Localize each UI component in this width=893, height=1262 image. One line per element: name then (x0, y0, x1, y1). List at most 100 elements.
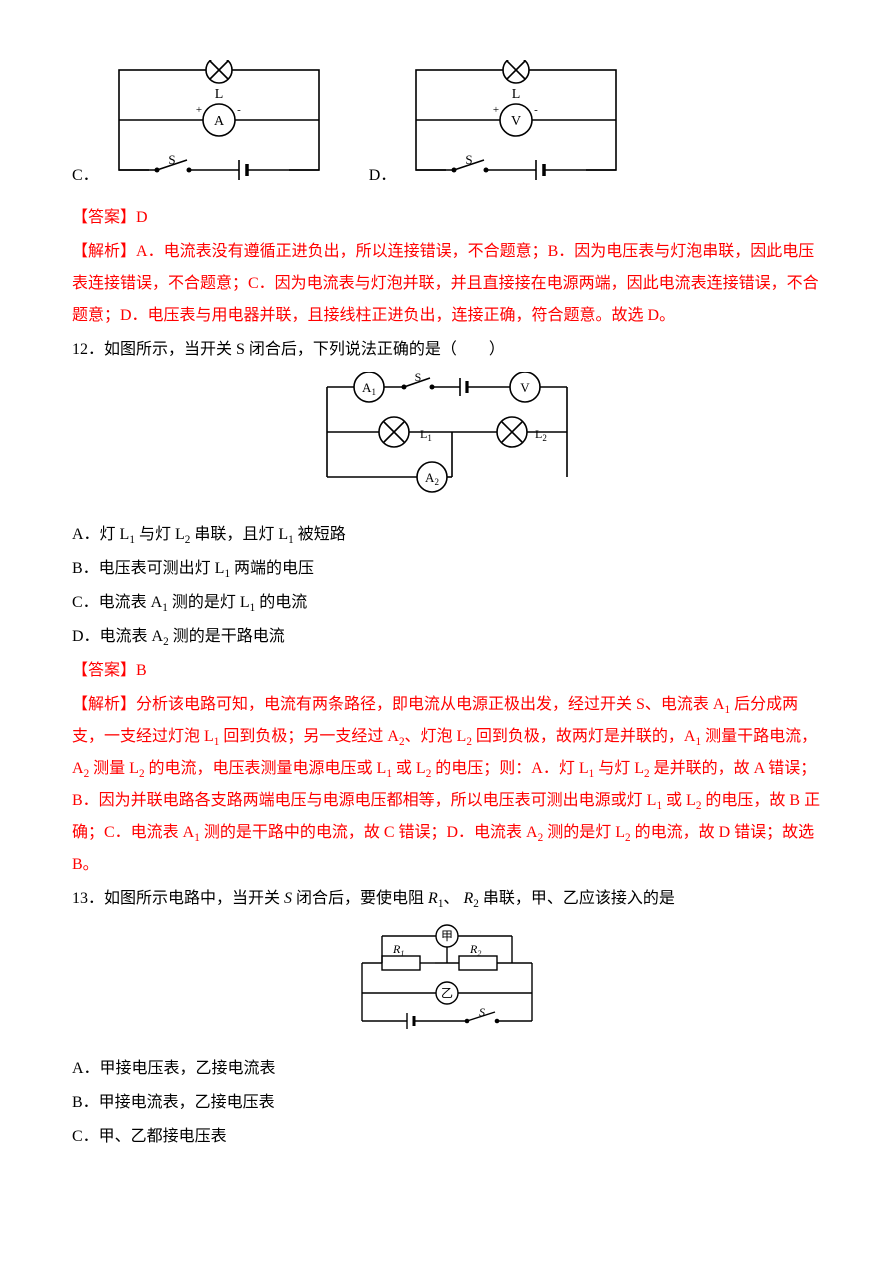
s: 1 (386, 768, 392, 780)
t: R (463, 890, 473, 907)
q11-option-d: D． (369, 60, 627, 192)
s: 2 (644, 768, 650, 780)
q12-answer-line: 【答案】B (72, 655, 821, 687)
s: 1 (695, 736, 701, 748)
s: 2 (538, 832, 544, 844)
q11-option-c: C． (72, 60, 329, 192)
t: A．灯 L (72, 526, 129, 543)
s: 1 (724, 704, 730, 716)
t: 两端的电压 (230, 560, 314, 577)
q11-answer-label: 【答案】 (72, 209, 136, 226)
t: 回到负极；另一支经过 A (223, 728, 399, 745)
q13-circuit-svg: 甲 R1 R2 乙 S (347, 921, 547, 1031)
circuit-d-svg: L + - V S (406, 60, 626, 180)
s: 1 (214, 736, 220, 748)
q13-opt-b: B．甲接电流表，乙接电压表 (72, 1087, 821, 1119)
svg-text:L: L (214, 87, 223, 102)
q13-number: 13． (72, 890, 104, 907)
q11-explain-text: A．电流表没有遵循正进负出，所以连接错误，不合题意；B．因为电压表与灯泡串联，因… (72, 243, 819, 324)
t: D．电流表 A (72, 628, 163, 645)
svg-text:S: S (466, 152, 473, 167)
s: 1 (656, 800, 662, 812)
svg-text:-: - (534, 104, 538, 116)
svg-text:V: V (520, 380, 530, 395)
svg-text:L: L (512, 87, 521, 102)
s: 2 (625, 832, 631, 844)
svg-text:S: S (479, 1005, 485, 1019)
q11-d-label: D． (369, 160, 397, 192)
t: 测的是灯 L (168, 594, 250, 611)
q12-figure: A1 S V L1 L2 A2 (72, 372, 821, 509)
t: R (428, 890, 438, 907)
q11-explain-label: 【解析】 (72, 243, 136, 260)
q11-explanation: 【解析】A．电流表没有遵循正进负出，所以连接错误，不合题意；B．因为电压表与灯泡… (72, 236, 821, 332)
s: 2 (426, 768, 432, 780)
q12-opt-a: A．灯 L1 与灯 L2 串联，且灯 L1 被短路 (72, 519, 821, 551)
s: 2 (139, 768, 145, 780)
q11-options-row: C． (72, 60, 821, 192)
s: 2 (84, 768, 90, 780)
t: 测的是干路中的电流，故 C 错误；D．电流表 A (204, 824, 538, 841)
svg-text:A: A (214, 114, 225, 129)
t: 测的是干路电流 (169, 628, 285, 645)
q12-opt-b: B．电压表可测出灯 L1 两端的电压 (72, 553, 821, 585)
q12-answer-value: B (136, 662, 147, 679)
t: C．电流表 A (72, 594, 162, 611)
s: 1 (589, 768, 595, 780)
q12-stem-text: 如图所示，当开关 S 闭合后，下列说法正确的是（ ） (104, 341, 505, 358)
svg-text:-: - (237, 104, 241, 116)
s: 1 (194, 832, 200, 844)
q13-opt-c: C．甲、乙都接电压表 (72, 1121, 821, 1153)
s: 2 (696, 800, 702, 812)
circuit-c-svg: L + - A S (109, 60, 329, 180)
t: 被短路 (294, 526, 346, 543)
t: 闭合后，要使电阻 (292, 890, 428, 907)
t: 的电压；则：A．灯 L (435, 760, 588, 777)
q11-c-label: C． (72, 160, 99, 192)
svg-text:L2: L2 (535, 427, 547, 443)
svg-text:+: + (493, 104, 499, 116)
q13-opt-a: A．甲接电压表，乙接电流表 (72, 1053, 821, 1085)
t: 分析该电路可知，电流有两条路径，即电流从电源正极出发，经过开关 S、电流表 A (136, 696, 724, 713)
t: 的电流，电压表测量电源电压或 L (149, 760, 387, 777)
svg-text:S: S (414, 372, 421, 384)
t: 如图所示电路中，当开关 (104, 890, 284, 907)
q12-number: 12． (72, 341, 104, 358)
q12-stem: 12．如图所示，当开关 S 闭合后，下列说法正确的是（ ） (72, 334, 821, 366)
q12-answer-label: 【答案】 (72, 662, 136, 679)
svg-text:甲: 甲 (440, 929, 452, 943)
svg-text:R1: R1 (392, 942, 404, 958)
t: 串联，且灯 L (190, 526, 288, 543)
t: 测量 L (93, 760, 139, 777)
svg-text:S: S (168, 152, 175, 167)
q12-opt-d: D．电流表 A2 测的是干路电流 (72, 621, 821, 653)
t: 测的是灯 L (547, 824, 625, 841)
t: 、 (443, 890, 459, 907)
t: 的电流 (255, 594, 307, 611)
t: 或 L (396, 760, 426, 777)
t: B．电压表可测出灯 L (72, 560, 224, 577)
s: 2 (466, 736, 472, 748)
svg-text:V: V (511, 114, 521, 129)
svg-text:R2: R2 (469, 942, 481, 958)
svg-text:L1: L1 (420, 427, 432, 443)
q11-c-circuit: L + - A S (109, 60, 329, 192)
svg-text:乙: 乙 (440, 986, 452, 1000)
t: 【解析】 (72, 696, 136, 713)
q11-answer-line: 【答案】D (72, 202, 821, 234)
q11-answer-value: D (136, 209, 148, 226)
t: 回到负极，故两灯是并联的，A (476, 728, 696, 745)
q12-circuit-svg: A1 S V L1 L2 A2 (312, 372, 582, 497)
q13-stem: 13．如图所示电路中，当开关 S 闭合后，要使电阻 R1、 R2 串联，甲、乙应… (72, 883, 821, 915)
q13-figure: 甲 R1 R2 乙 S (72, 921, 821, 1043)
t: 、灯泡 L (405, 728, 467, 745)
svg-text:+: + (196, 104, 202, 116)
q11-d-circuit: L + - V S (406, 60, 626, 192)
t: 串联，甲、乙应该接入的是 (479, 890, 675, 907)
q12-explanation: 【解析】分析该电路可知，电流有两条路径，即电流从电源正极出发，经过开关 S、电流… (72, 689, 821, 881)
t: 与灯 L (598, 760, 644, 777)
q12-opt-c: C．电流表 A1 测的是灯 L1 的电流 (72, 587, 821, 619)
t: 与灯 L (135, 526, 185, 543)
t: S (284, 890, 292, 907)
t: 或 L (666, 792, 696, 809)
